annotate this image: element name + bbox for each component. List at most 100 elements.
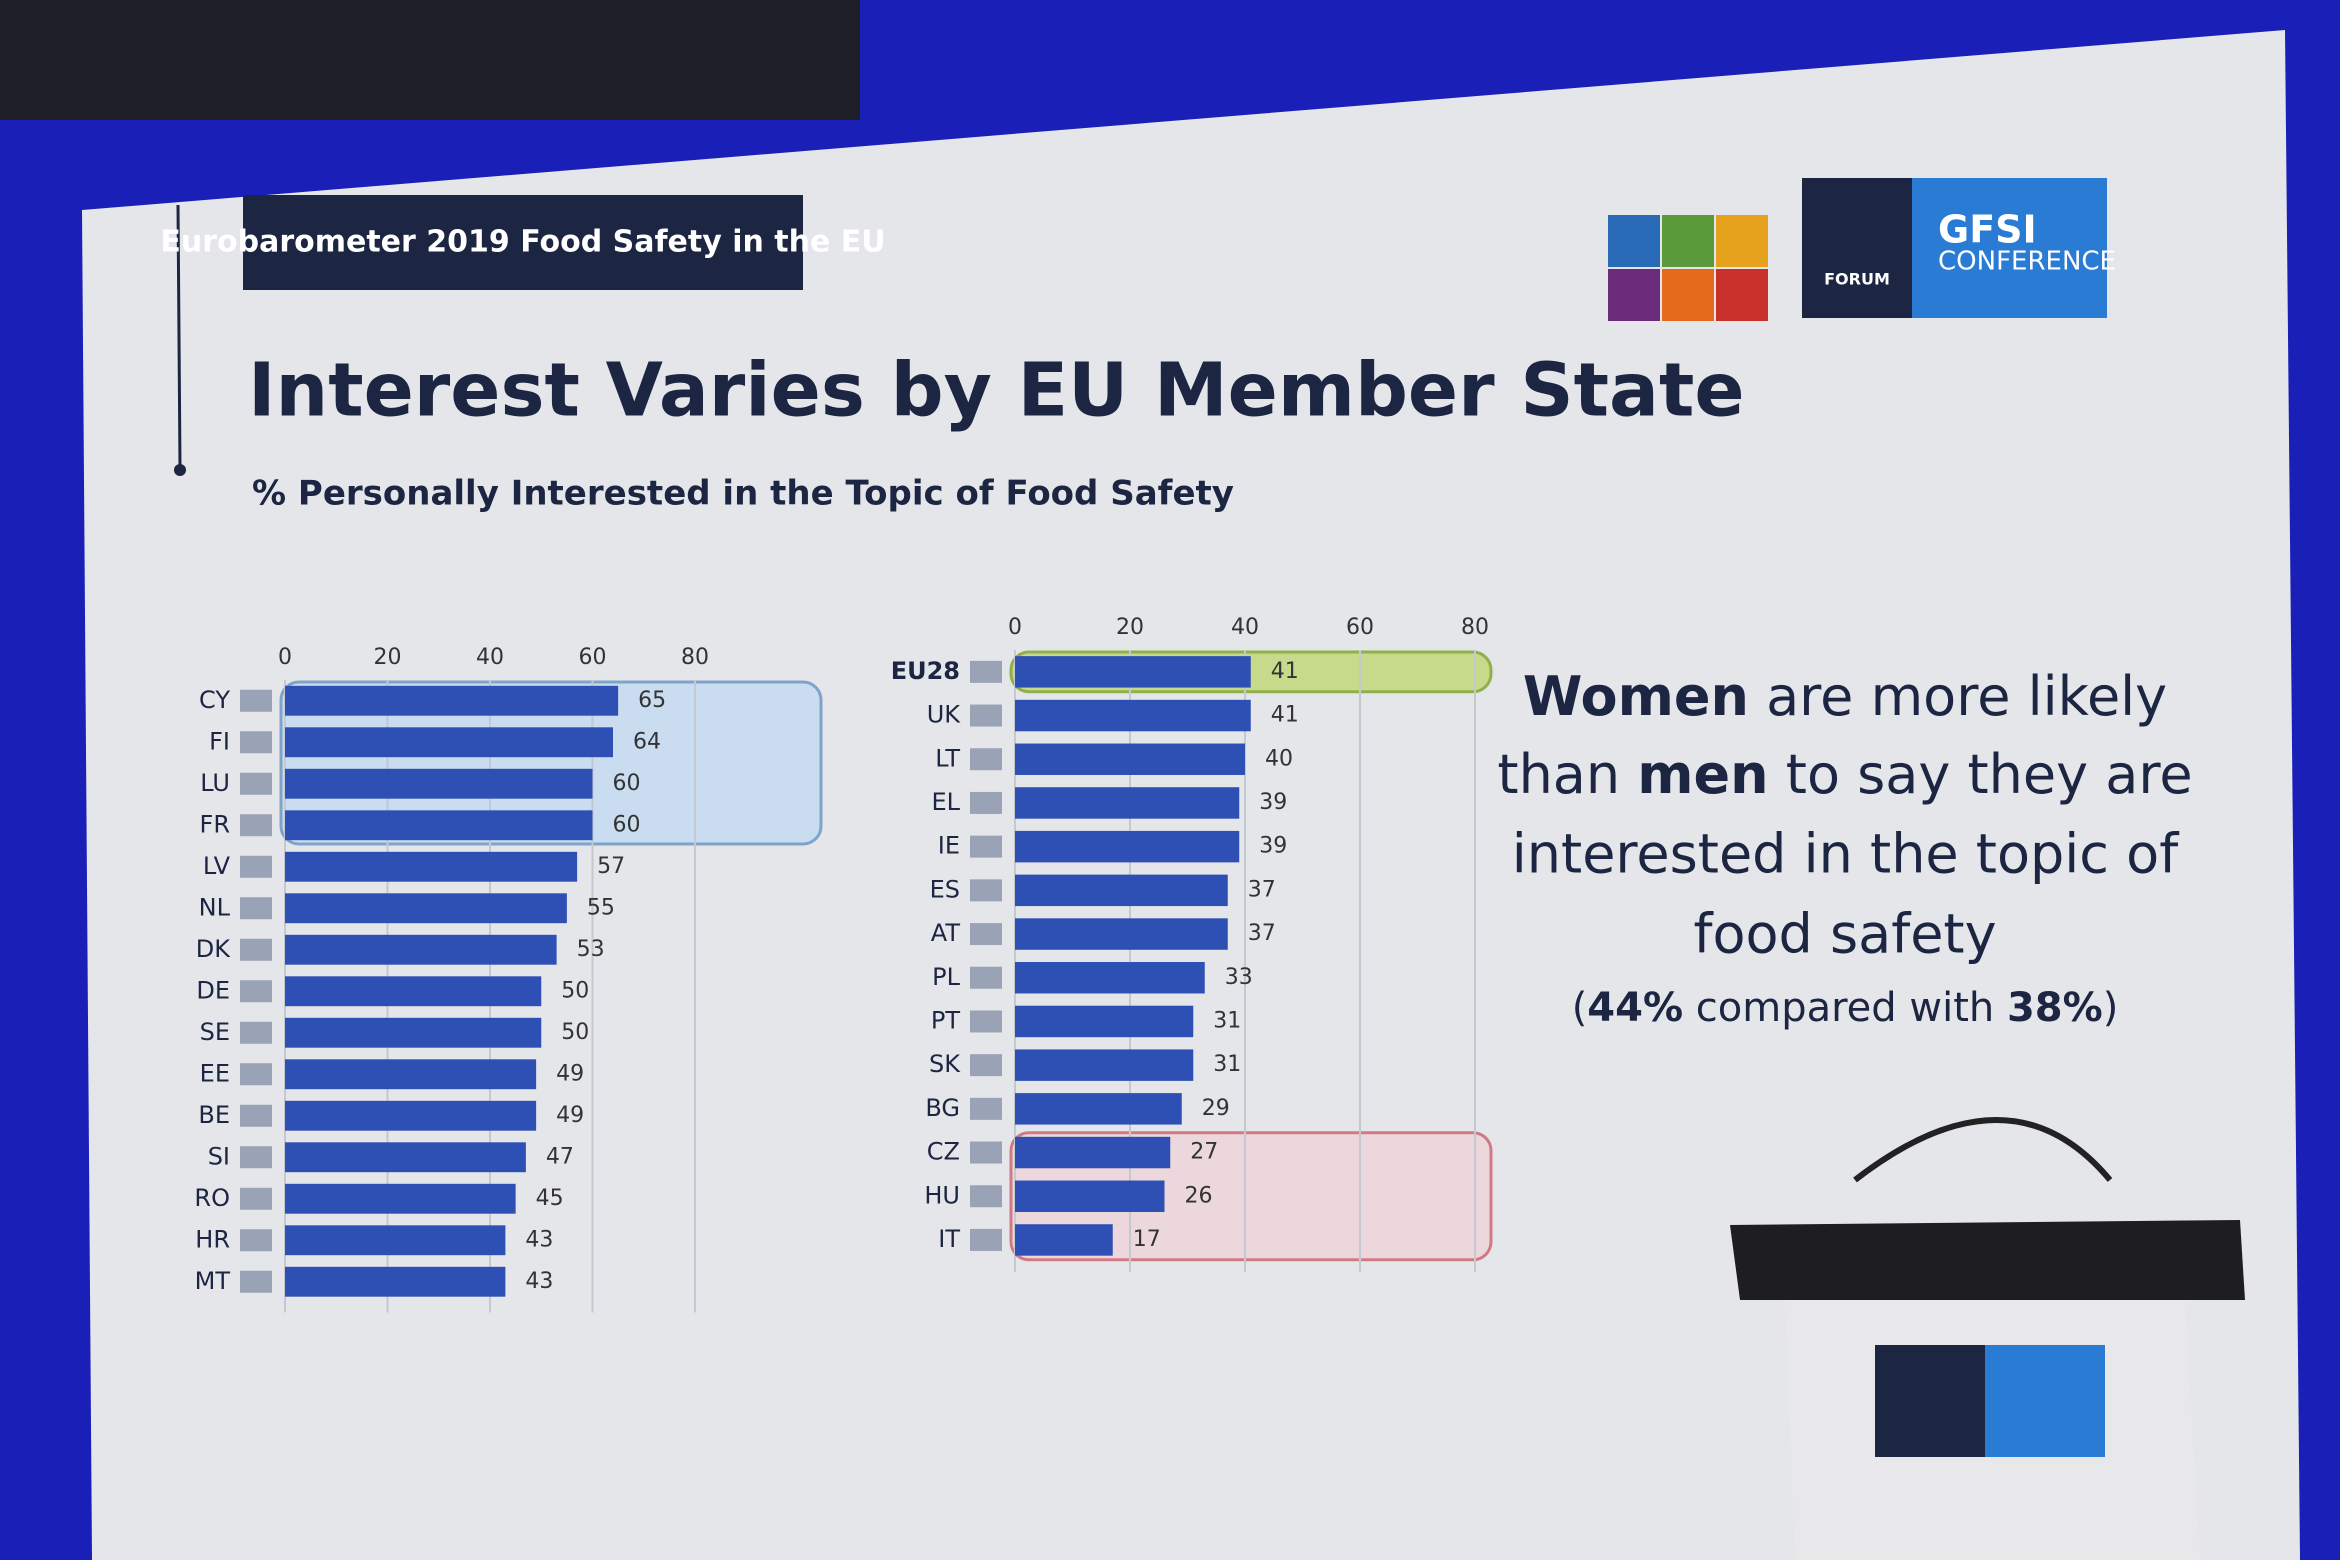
ceiling: [0, 0, 860, 120]
value-label: 31: [1213, 1052, 1241, 1077]
tag: Eurobarometer 2019 Food Safety in the EU: [160, 225, 885, 260]
category-label: PL: [932, 963, 960, 991]
value-label: 40: [1265, 746, 1293, 771]
value-label: 29: [1202, 1096, 1230, 1121]
bar: [285, 1059, 537, 1090]
value-label: 41: [1271, 659, 1299, 684]
value-label: 43: [525, 1227, 553, 1252]
value-label: 41: [1271, 703, 1299, 728]
value-label: 65: [638, 688, 666, 713]
bar: [1015, 874, 1228, 907]
note-sub: (44% compared with 38%): [1572, 985, 2119, 1031]
flag: [240, 1270, 272, 1293]
category-label: HR: [195, 1225, 230, 1253]
category-label: BG: [925, 1094, 960, 1122]
flag: [240, 1021, 272, 1044]
note-text: are more likely: [1749, 665, 2167, 728]
category-label: EL: [931, 788, 960, 816]
note-text: to say they are: [1769, 743, 2193, 806]
value-label: 53: [577, 937, 605, 962]
charts: 0 20 40 60 80 CY 65 FI 64 LU 60 FR 60 LV 57 NL 55 DK 53 DE 5…: [194, 615, 1493, 1313]
note-sub-bold: 44%: [1587, 985, 1683, 1031]
bar: [1015, 1093, 1182, 1125]
flag: [240, 1187, 272, 1210]
category-label: SI: [208, 1142, 230, 1170]
note-bold: Women: [1523, 665, 1749, 728]
bar: [1015, 962, 1205, 994]
value-label: 31: [1213, 1008, 1241, 1033]
bar: [285, 1225, 506, 1256]
flag: [240, 814, 272, 837]
x-tick-label: 20: [1116, 615, 1144, 640]
note-sub-text: ): [2103, 985, 2119, 1031]
bar: [1015, 1224, 1113, 1256]
bar: [285, 893, 567, 924]
x-tick-label: 40: [1231, 615, 1259, 640]
x-tick-label: 20: [374, 645, 402, 670]
flag: [240, 897, 272, 920]
flag: [240, 1104, 272, 1127]
flag: [970, 966, 1002, 989]
category-label: EE: [200, 1059, 230, 1087]
value-label: 26: [1185, 1183, 1213, 1208]
value-label: 27: [1190, 1140, 1218, 1165]
x-tick-label: 80: [681, 645, 709, 670]
bar: [285, 976, 542, 1007]
logo-title: GFSI: [1938, 208, 2037, 252]
note-sub-text: (: [1572, 985, 1588, 1031]
bar: [1015, 1005, 1194, 1038]
bar: [1015, 699, 1251, 732]
category-label: BE: [198, 1101, 230, 1129]
bar: [1015, 1136, 1171, 1169]
note-sub-text: compared with: [1683, 985, 2007, 1031]
bar: [1015, 656, 1251, 688]
tag-box: [243, 195, 803, 290]
bar: [285, 685, 619, 716]
note-sub-bold: 38%: [2007, 985, 2103, 1031]
flag: [970, 923, 1002, 946]
side-note: Women are more likely than men to say th…: [1497, 665, 2192, 1031]
value-label: 50: [561, 1020, 589, 1045]
flag: [240, 1146, 272, 1169]
note-line: food safety: [1693, 903, 1996, 966]
note-line: than men to say they are: [1497, 743, 2192, 806]
flag: [970, 660, 1002, 683]
value-label: 37: [1248, 877, 1276, 902]
category-label: FI: [209, 727, 230, 755]
category-label: CY: [199, 686, 230, 714]
flag: [970, 1185, 1002, 1208]
bar: [1015, 787, 1240, 819]
bar: [1015, 1180, 1165, 1212]
category-label: PT: [931, 1006, 960, 1034]
category-label: IT: [938, 1225, 960, 1253]
value-label: 57: [597, 854, 625, 879]
category-label: FR: [200, 810, 230, 838]
bar: [285, 851, 578, 882]
accent-line: [176, 204, 182, 469]
bar: [285, 934, 557, 965]
bar: [285, 1017, 542, 1048]
value-label: 43: [525, 1269, 553, 1294]
category-label: HU: [924, 1181, 960, 1209]
bar: [1015, 830, 1240, 863]
bar: [1015, 743, 1245, 775]
bar: [285, 768, 593, 799]
value-label: 49: [556, 1103, 584, 1128]
flag: [970, 1054, 1002, 1077]
x-tick-label: 60: [1346, 615, 1374, 640]
category-label: CZ: [927, 1138, 960, 1166]
note-text: than: [1497, 743, 1637, 806]
flag: [240, 855, 272, 878]
bar: [285, 1183, 516, 1214]
flag: [240, 980, 272, 1003]
bar: [285, 1100, 537, 1131]
category-label: ES: [930, 875, 960, 903]
value-label: 39: [1259, 790, 1287, 815]
value-label: 49: [556, 1061, 584, 1086]
category-label: AT: [931, 919, 961, 947]
category-label: UK: [927, 701, 962, 729]
flag: [240, 1229, 272, 1252]
value-label: 60: [613, 812, 641, 837]
logo-squares: [1608, 215, 1768, 321]
